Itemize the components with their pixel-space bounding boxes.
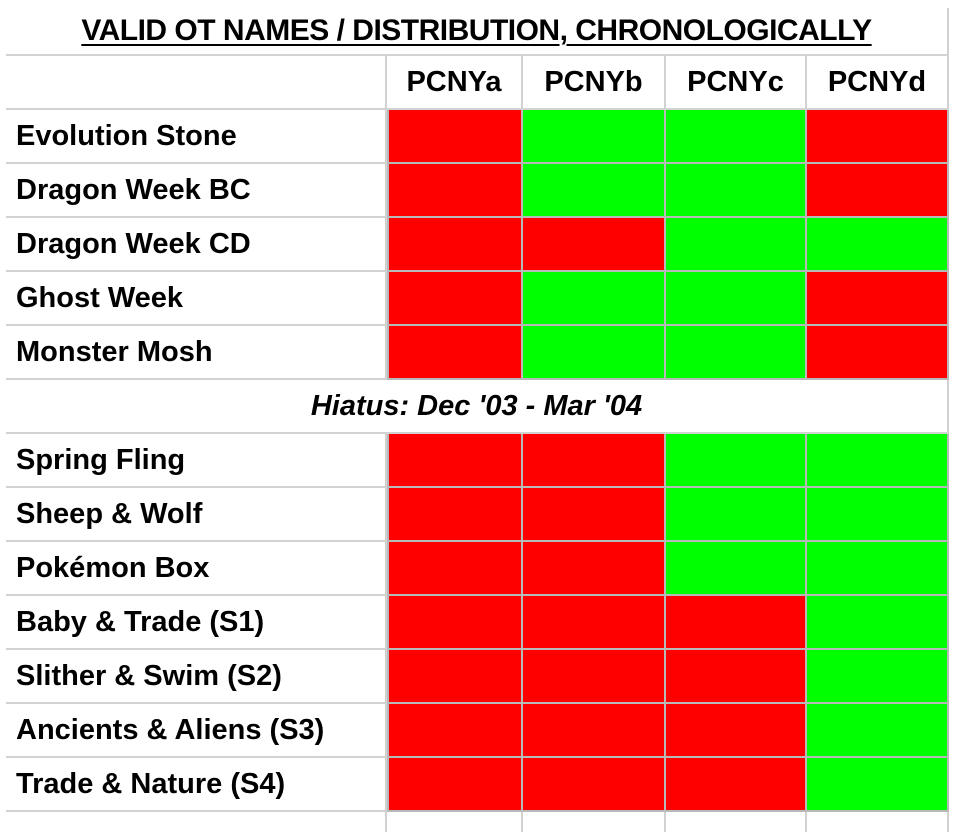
status-invalid-cell-pcnyd[interactable] xyxy=(807,326,949,380)
status-invalid-cell-pcnyd[interactable] xyxy=(807,272,949,326)
status-invalid-cell-pcnya[interactable] xyxy=(387,434,523,488)
row-name-cell[interactable]: Ghost Week xyxy=(6,272,387,326)
status-invalid-cell-pcnyd[interactable] xyxy=(807,164,949,218)
row-name-cell[interactable]: Dragon Week BC xyxy=(6,164,387,218)
empty-cell[interactable] xyxy=(387,812,523,832)
row-name-cell[interactable]: Sheep & Wolf xyxy=(6,488,387,542)
column-header-pcnya[interactable]: PCNYa xyxy=(387,56,523,110)
status-invalid-cell-pcnyb[interactable] xyxy=(523,542,666,596)
status-invalid-cell-pcnya[interactable] xyxy=(387,758,523,812)
status-invalid-cell-pcnya[interactable] xyxy=(387,488,523,542)
status-invalid-cell-pcnya[interactable] xyxy=(387,218,523,272)
row-name-cell[interactable]: Baby & Trade (S1) xyxy=(6,596,387,650)
status-valid-cell-pcnyd[interactable] xyxy=(807,218,949,272)
status-valid-cell-pcnyb[interactable] xyxy=(523,272,666,326)
status-valid-cell-pcnyc[interactable] xyxy=(666,218,807,272)
status-invalid-cell-pcnyc[interactable] xyxy=(666,758,807,812)
status-invalid-cell-pcnyb[interactable] xyxy=(523,596,666,650)
status-valid-cell-pcnyd[interactable] xyxy=(807,704,949,758)
status-invalid-cell-pcnyc[interactable] xyxy=(666,596,807,650)
status-invalid-cell-pcnya[interactable] xyxy=(387,272,523,326)
corner-cell[interactable] xyxy=(6,56,387,110)
row-name-cell[interactable]: Trade & Nature (S4) xyxy=(6,758,387,812)
row-name-cell[interactable]: Monster Mosh xyxy=(6,326,387,380)
status-invalid-cell-pcnya[interactable] xyxy=(387,542,523,596)
row-name-cell[interactable]: Slither & Swim (S2) xyxy=(6,650,387,704)
status-invalid-cell-pcnya[interactable] xyxy=(387,650,523,704)
status-valid-cell-pcnyc[interactable] xyxy=(666,164,807,218)
status-invalid-cell-pcnyc[interactable] xyxy=(666,650,807,704)
status-invalid-cell-pcnyc[interactable] xyxy=(666,704,807,758)
column-header-pcnyb[interactable]: PCNYb xyxy=(523,56,666,110)
hiatus-row[interactable]: Hiatus: Dec '03 - Mar '04 xyxy=(6,380,949,434)
status-invalid-cell-pcnya[interactable] xyxy=(387,704,523,758)
empty-cell[interactable] xyxy=(807,812,949,832)
status-valid-cell-pcnyb[interactable] xyxy=(523,326,666,380)
column-header-pcnyd[interactable]: PCNYd xyxy=(807,56,949,110)
status-valid-cell-pcnyd[interactable] xyxy=(807,434,949,488)
status-valid-cell-pcnyd[interactable] xyxy=(807,650,949,704)
status-valid-cell-pcnyd[interactable] xyxy=(807,488,949,542)
status-invalid-cell-pcnyb[interactable] xyxy=(523,758,666,812)
status-valid-cell-pcnyd[interactable] xyxy=(807,542,949,596)
status-valid-cell-pcnyd[interactable] xyxy=(807,758,949,812)
status-valid-cell-pcnyc[interactable] xyxy=(666,272,807,326)
status-valid-cell-pcnyc[interactable] xyxy=(666,326,807,380)
status-valid-cell-pcnyb[interactable] xyxy=(523,164,666,218)
column-header-pcnyc[interactable]: PCNYc xyxy=(666,56,807,110)
row-name-cell[interactable]: Evolution Stone xyxy=(6,110,387,164)
status-valid-cell-pcnyc[interactable] xyxy=(666,542,807,596)
spreadsheet-grid: VALID OT NAMES / DISTRIBUTION, CHRONOLOG… xyxy=(6,8,949,832)
status-valid-cell-pcnyc[interactable] xyxy=(666,434,807,488)
status-invalid-cell-pcnyb[interactable] xyxy=(523,704,666,758)
status-invalid-cell-pcnyb[interactable] xyxy=(523,650,666,704)
status-valid-cell-pcnyd[interactable] xyxy=(807,596,949,650)
status-invalid-cell-pcnyb[interactable] xyxy=(523,488,666,542)
status-invalid-cell-pcnyb[interactable] xyxy=(523,434,666,488)
title-cell[interactable]: VALID OT NAMES / DISTRIBUTION, CHRONOLOG… xyxy=(6,8,949,56)
empty-cell[interactable] xyxy=(666,812,807,832)
status-invalid-cell-pcnya[interactable] xyxy=(387,326,523,380)
row-name-cell[interactable]: Pokémon Box xyxy=(6,542,387,596)
row-name-cell[interactable]: Spring Fling xyxy=(6,434,387,488)
row-name-cell[interactable]: Ancients & Aliens (S3) xyxy=(6,704,387,758)
sheet-title: VALID OT NAMES / DISTRIBUTION, CHRONOLOG… xyxy=(81,14,872,47)
status-invalid-cell-pcnya[interactable] xyxy=(387,110,523,164)
empty-cell[interactable] xyxy=(523,812,666,832)
status-invalid-cell-pcnyb[interactable] xyxy=(523,218,666,272)
status-invalid-cell-pcnya[interactable] xyxy=(387,596,523,650)
status-valid-cell-pcnyc[interactable] xyxy=(666,110,807,164)
row-name-cell[interactable]: Dragon Week CD xyxy=(6,218,387,272)
status-invalid-cell-pcnyd[interactable] xyxy=(807,110,949,164)
empty-cell[interactable] xyxy=(6,812,387,832)
status-valid-cell-pcnyc[interactable] xyxy=(666,488,807,542)
status-valid-cell-pcnyb[interactable] xyxy=(523,110,666,164)
status-invalid-cell-pcnya[interactable] xyxy=(387,164,523,218)
